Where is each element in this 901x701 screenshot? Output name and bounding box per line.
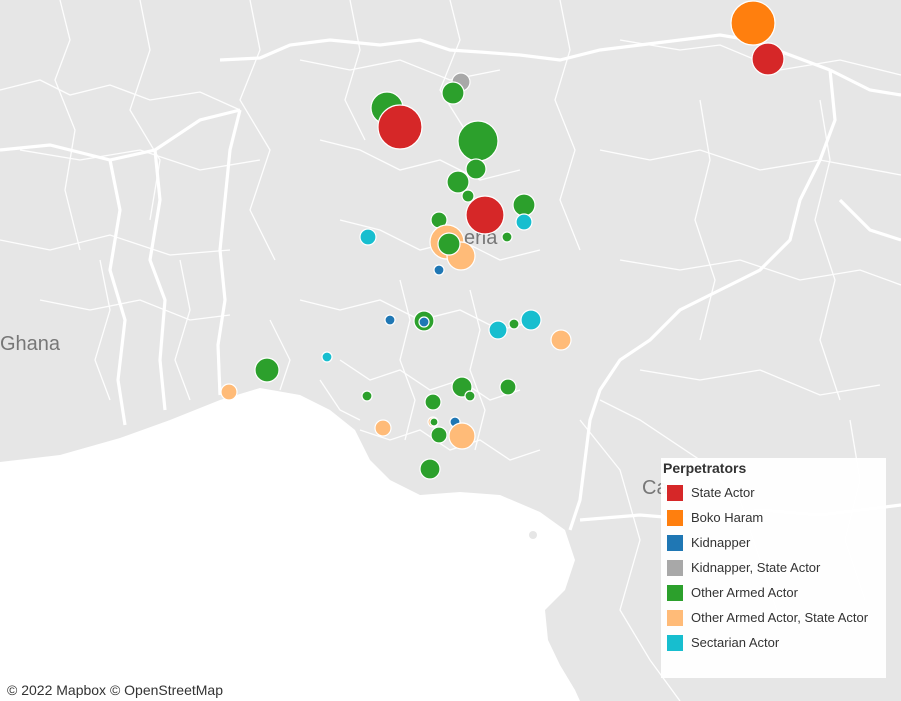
event-marker[interactable]: [429, 417, 439, 427]
event-marker[interactable]: [751, 42, 785, 76]
event-marker[interactable]: [446, 170, 470, 194]
legend-label: Other Armed Actor, State Actor: [691, 610, 869, 625]
legend-title: Perpetrators: [663, 460, 747, 476]
event-marker[interactable]: [254, 357, 280, 383]
legend-swatch: [667, 609, 683, 626]
legend-swatch: [667, 584, 683, 601]
legend-label: Sectarian Actor: [691, 635, 780, 650]
mapbox-attribution-link[interactable]: © 2022 Mapbox: [7, 682, 107, 698]
legend-label: Kidnapper: [691, 535, 751, 550]
event-marker[interactable]: [508, 318, 520, 330]
event-marker[interactable]: [457, 120, 499, 162]
event-marker[interactable]: [461, 189, 475, 203]
legend-swatch: [667, 559, 683, 576]
legend-swatch: [667, 534, 683, 551]
legend-item-boko-haram[interactable]: Boko Haram: [663, 505, 886, 530]
event-marker[interactable]: [419, 458, 441, 480]
osm-attribution-link[interactable]: © OpenStreetMap: [109, 682, 223, 698]
legend-swatch: [667, 484, 683, 501]
event-marker[interactable]: [550, 329, 572, 351]
event-marker[interactable]: [501, 231, 513, 243]
legend: Perpetrators State Actor Boko Haram Kidn…: [661, 458, 886, 678]
legend-swatch: [667, 634, 683, 651]
country-label-ghana: Ghana: [0, 333, 61, 355]
event-marker[interactable]: [441, 81, 465, 105]
event-marker[interactable]: [377, 104, 423, 150]
legend-label: Kidnapper, State Actor: [691, 560, 821, 575]
event-marker[interactable]: [433, 264, 445, 276]
legend-items: State Actor Boko Haram Kidnapper Kidnapp…: [663, 480, 886, 655]
event-marker[interactable]: [374, 419, 392, 437]
event-marker[interactable]: [430, 426, 448, 444]
legend-label: Boko Haram: [691, 510, 764, 525]
event-marker[interactable]: [321, 351, 333, 363]
event-marker[interactable]: [384, 314, 396, 326]
island: [529, 531, 537, 539]
legend-label: State Actor: [691, 485, 755, 500]
map-attribution: © 2022 Mapbox © OpenStreetMap: [7, 682, 223, 698]
event-marker[interactable]: [730, 0, 776, 46]
event-marker[interactable]: [520, 309, 542, 331]
legend-item-other-armed-actor-state-actor[interactable]: Other Armed Actor, State Actor: [663, 605, 886, 630]
event-marker[interactable]: [418, 316, 430, 328]
legend-item-kidnapper[interactable]: Kidnapper: [663, 530, 886, 555]
event-marker[interactable]: [499, 378, 517, 396]
event-marker[interactable]: [448, 422, 476, 450]
event-marker[interactable]: [465, 195, 505, 235]
event-marker[interactable]: [465, 158, 487, 180]
legend-item-kidnapper-state-actor[interactable]: Kidnapper, State Actor: [663, 555, 886, 580]
event-marker[interactable]: [359, 228, 377, 246]
legend-item-sectarian-actor[interactable]: Sectarian Actor: [663, 630, 886, 655]
legend-swatch: [667, 509, 683, 526]
event-marker[interactable]: [220, 383, 238, 401]
event-marker[interactable]: [424, 393, 442, 411]
event-marker[interactable]: [437, 232, 461, 256]
event-marker[interactable]: [361, 390, 373, 402]
event-marker[interactable]: [488, 320, 508, 340]
event-marker[interactable]: [464, 390, 476, 402]
event-marker[interactable]: [515, 213, 533, 231]
legend-label: Other Armed Actor: [691, 585, 798, 600]
event-marker[interactable]: [512, 193, 536, 217]
legend-item-state-actor[interactable]: State Actor: [663, 480, 886, 505]
event-markers[interactable]: [220, 0, 785, 480]
ocean-area: [0, 388, 580, 701]
legend-item-other-armed-actor[interactable]: Other Armed Actor: [663, 580, 886, 605]
